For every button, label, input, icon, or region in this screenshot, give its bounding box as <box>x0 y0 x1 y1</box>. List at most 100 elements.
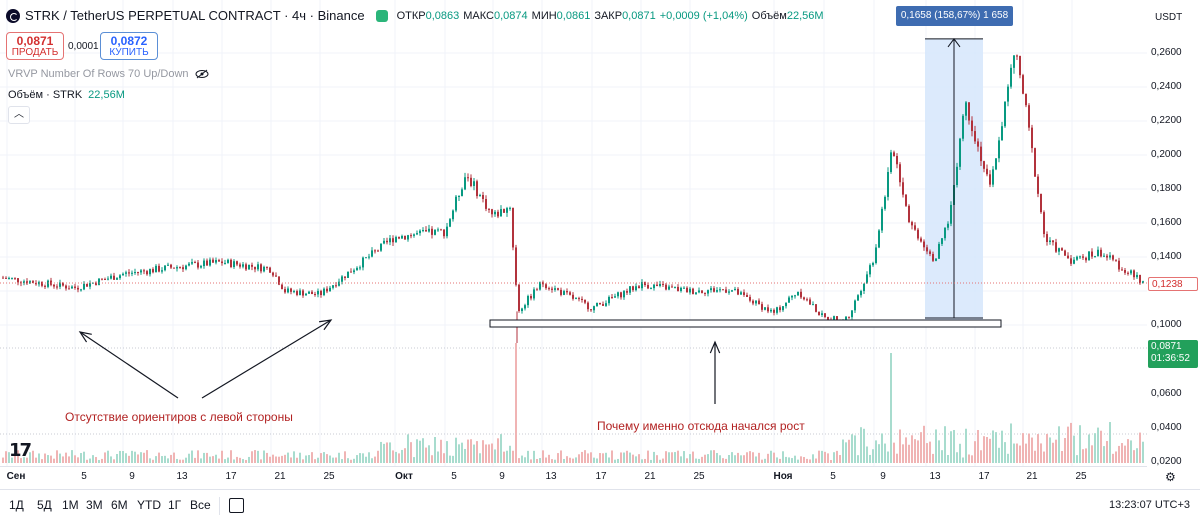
candle-body[interactable] <box>152 269 154 273</box>
candle-body[interactable] <box>131 272 133 274</box>
candle-body[interactable] <box>629 286 631 293</box>
candle-body[interactable] <box>314 294 316 296</box>
candle-body[interactable] <box>353 270 355 273</box>
candle-body[interactable] <box>566 291 568 293</box>
candle-body[interactable] <box>638 286 640 289</box>
candle-body[interactable] <box>1082 256 1084 258</box>
candle-body[interactable] <box>536 289 538 291</box>
candle-body[interactable] <box>401 235 403 239</box>
candle-body[interactable] <box>485 198 487 209</box>
candle-body[interactable] <box>935 258 937 261</box>
candle-body[interactable] <box>695 292 697 294</box>
candle-body[interactable] <box>599 302 601 305</box>
candle-body[interactable] <box>467 177 469 179</box>
candle-body[interactable] <box>506 208 508 213</box>
candle-body[interactable] <box>437 229 439 231</box>
candle-body[interactable] <box>368 256 370 258</box>
candle-body[interactable] <box>746 294 748 297</box>
candle-body[interactable] <box>764 307 766 310</box>
candle-body[interactable] <box>890 152 892 173</box>
candle-body[interactable] <box>758 300 760 305</box>
candle-body[interactable] <box>929 251 931 254</box>
candle-body[interactable] <box>1046 234 1048 242</box>
candle-body[interactable] <box>740 292 742 295</box>
candle-body[interactable] <box>509 207 511 209</box>
candle-body[interactable] <box>749 296 751 301</box>
candle-body[interactable] <box>350 271 352 273</box>
candle-body[interactable] <box>1004 101 1006 127</box>
candle-body[interactable] <box>623 291 625 298</box>
candle-body[interactable] <box>386 240 388 243</box>
candle-body[interactable] <box>674 286 676 288</box>
candle-body[interactable] <box>818 311 820 316</box>
candle-body[interactable] <box>1022 75 1024 94</box>
candle-body[interactable] <box>887 172 889 197</box>
candle-body[interactable] <box>713 288 715 292</box>
candle-body[interactable] <box>98 278 100 285</box>
candle-body[interactable] <box>1085 257 1087 261</box>
vrvp-indicator-legend[interactable]: VRVP Number Of Rows 70 Up/Down <box>8 68 209 80</box>
candle-body[interactable] <box>704 292 706 294</box>
candle-body[interactable] <box>455 196 457 211</box>
candle-body[interactable] <box>275 275 277 277</box>
candle-body[interactable] <box>383 240 385 244</box>
candle-body[interactable] <box>107 278 109 280</box>
candle-body[interactable] <box>1049 240 1051 242</box>
candle-body[interactable] <box>668 286 670 290</box>
candle-body[interactable] <box>719 289 721 291</box>
candle-body[interactable] <box>101 278 103 280</box>
candle-body[interactable] <box>452 210 454 220</box>
candle-body[interactable] <box>2 277 4 279</box>
candle-body[interactable] <box>344 276 346 278</box>
candle-body[interactable] <box>596 302 598 307</box>
candle-body[interactable] <box>200 266 202 268</box>
candle-body[interactable] <box>731 290 733 292</box>
candle-body[interactable] <box>524 305 526 309</box>
candle-body[interactable] <box>875 247 877 263</box>
clock[interactable]: 13:23:07 UTC+3 <box>1109 499 1191 511</box>
candle-body[interactable] <box>518 284 520 312</box>
candle-body[interactable] <box>539 282 541 290</box>
candle-body[interactable] <box>776 307 778 313</box>
candle-body[interactable] <box>947 223 949 228</box>
candle-body[interactable] <box>356 267 358 271</box>
candle-body[interactable] <box>791 296 793 298</box>
candle-body[interactable] <box>950 204 952 224</box>
candle-body[interactable] <box>575 298 577 300</box>
candle-body[interactable] <box>743 292 745 295</box>
candle-body[interactable] <box>1052 240 1054 243</box>
candle-body[interactable] <box>1121 269 1123 271</box>
candle-body[interactable] <box>614 296 616 298</box>
candle-body[interactable] <box>800 291 802 298</box>
candle-body[interactable] <box>1034 148 1036 177</box>
candle-body[interactable] <box>647 285 649 289</box>
candle-body[interactable] <box>644 282 646 286</box>
candle-body[interactable] <box>983 161 985 169</box>
candle-body[interactable] <box>1079 256 1081 258</box>
candle-body[interactable] <box>203 260 205 267</box>
candle-body[interactable] <box>392 238 394 243</box>
candle-body[interactable] <box>371 250 373 257</box>
candle-body[interactable] <box>11 277 13 279</box>
candle-body[interactable] <box>104 279 106 281</box>
candle-body[interactable] <box>209 259 211 266</box>
candle-body[interactable] <box>1037 176 1039 194</box>
candle-body[interactable] <box>407 235 409 240</box>
candle-body[interactable] <box>347 271 349 278</box>
tradingview-logo[interactable]: 17 <box>9 440 32 461</box>
candle-body[interactable] <box>854 300 856 311</box>
candle-body[interactable] <box>425 230 427 232</box>
candle-body[interactable] <box>422 230 424 232</box>
symbol-title[interactable]: STRK / TetherUS PERPETUAL CONTRACT · 4ч … <box>25 8 365 23</box>
candle-body[interactable] <box>215 260 217 263</box>
candle-body[interactable] <box>722 289 724 291</box>
candle-body[interactable] <box>962 115 964 139</box>
candle-body[interactable] <box>770 309 772 312</box>
candle-body[interactable] <box>908 205 910 223</box>
candle-body[interactable] <box>794 295 796 297</box>
candle-body[interactable] <box>47 280 49 287</box>
candle-body[interactable] <box>257 264 259 270</box>
candle-body[interactable] <box>410 235 412 237</box>
candle-body[interactable] <box>233 261 235 267</box>
candle-body[interactable] <box>80 289 82 291</box>
